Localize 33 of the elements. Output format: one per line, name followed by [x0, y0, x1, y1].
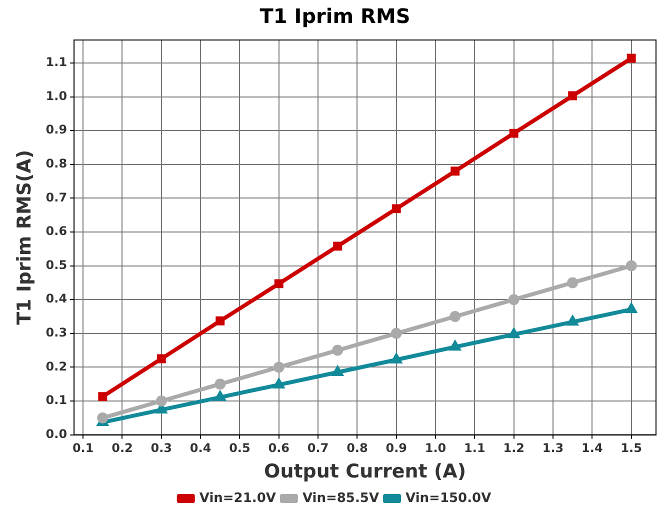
legend-label: Vin=85.5V — [302, 490, 380, 506]
y-tick-label: 0.2 — [46, 359, 68, 374]
y-tick-label: 0.9 — [46, 122, 68, 137]
x-axis-title: Output Current (A) — [264, 460, 466, 483]
x-tick-label: 0.1 — [72, 441, 94, 456]
y-axis-title: T1 Iprim RMS(A) — [13, 150, 36, 325]
legend-label: Vin=150.0V — [406, 490, 492, 506]
x-tick-label: 1.5 — [620, 441, 642, 456]
y-tick-label: 0.8 — [46, 156, 68, 171]
y-tick-label: 0.4 — [46, 292, 68, 306]
y-tick-label: 0.6 — [46, 224, 68, 238]
x-tick-label: 0.2 — [112, 441, 133, 456]
x-tick-label: 1.1 — [464, 441, 486, 456]
x-tick-label: 1.2 — [503, 441, 524, 456]
x-tick-label: 0.5 — [229, 441, 250, 456]
x-tick-label: 0.4 — [190, 441, 212, 456]
x-tick-label: 1.4 — [582, 441, 603, 456]
x-tick-label: 0.7 — [307, 441, 329, 456]
y-tick-label: 0.0 — [46, 426, 68, 441]
x-tick-label: 0.6 — [268, 441, 290, 456]
chart-title: T1 Iprim RMS — [260, 4, 410, 28]
x-tick-label: 0.9 — [386, 441, 407, 456]
x-tick-label: 0.3 — [150, 441, 172, 456]
y-tick-label: 0.1 — [46, 393, 68, 408]
y-tick-label: 1.1 — [46, 55, 68, 70]
y-tick-label: 0.3 — [46, 326, 68, 340]
y-tick-label: 1.0 — [46, 88, 68, 103]
y-tick-label: 0.7 — [46, 190, 68, 204]
x-tick-label: 0.8 — [346, 441, 368, 456]
y-tick-label: 0.5 — [46, 258, 68, 272]
legend-label: Vin=21.0V — [199, 490, 276, 506]
x-tick-label: 1.0 — [424, 441, 446, 456]
x-tick-label: 1.3 — [542, 441, 564, 456]
